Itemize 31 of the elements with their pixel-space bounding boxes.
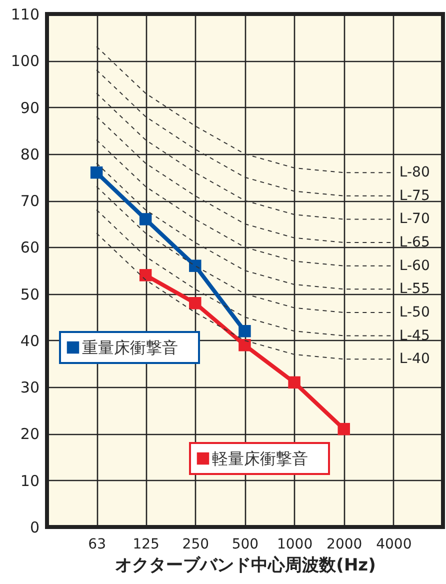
- series-label: L-55: [399, 281, 430, 298]
- x-tick-label: 4000: [376, 536, 412, 552]
- y-tick-label: 10: [20, 472, 40, 490]
- y-tick-label: 20: [20, 425, 40, 444]
- y-tick-label: 0: [30, 518, 40, 536]
- series-label: L-65: [399, 234, 430, 251]
- y-tick-label: 80: [20, 145, 40, 164]
- y-tick-label: 70: [20, 192, 40, 210]
- x-axis-title: オクターブバンド中心周波数(Hz): [115, 556, 376, 576]
- x-tick-label: 1000: [276, 536, 313, 552]
- y-tick-label: 30: [20, 378, 40, 397]
- series-label: L-80: [399, 164, 430, 181]
- y-tick-label: 50: [20, 285, 40, 304]
- series-label: L-70: [399, 211, 430, 228]
- x-tick-label: 500: [232, 536, 259, 552]
- x-tick-label: 2000: [326, 536, 362, 552]
- series-label: L-75: [399, 188, 430, 204]
- x-tick-label: 125: [132, 536, 160, 552]
- y-tick-label: 90: [20, 98, 40, 117]
- y-tick-label: 100: [10, 52, 40, 70]
- legend-label: 軽量床衝撃音: [212, 449, 308, 468]
- legend-label: 重量床衝撃音: [82, 338, 178, 357]
- series-label: L-40: [399, 351, 430, 368]
- series-label: L-45: [399, 328, 430, 344]
- y-tick-label: 60: [20, 238, 40, 257]
- y-tick-label: 110: [10, 6, 40, 24]
- x-tick-label: 250: [182, 536, 210, 552]
- x-tick-label: 63: [88, 536, 106, 552]
- series-label: L-50: [399, 304, 430, 320]
- series-label: L-60: [399, 258, 430, 274]
- y-tick-label: 40: [20, 332, 40, 350]
